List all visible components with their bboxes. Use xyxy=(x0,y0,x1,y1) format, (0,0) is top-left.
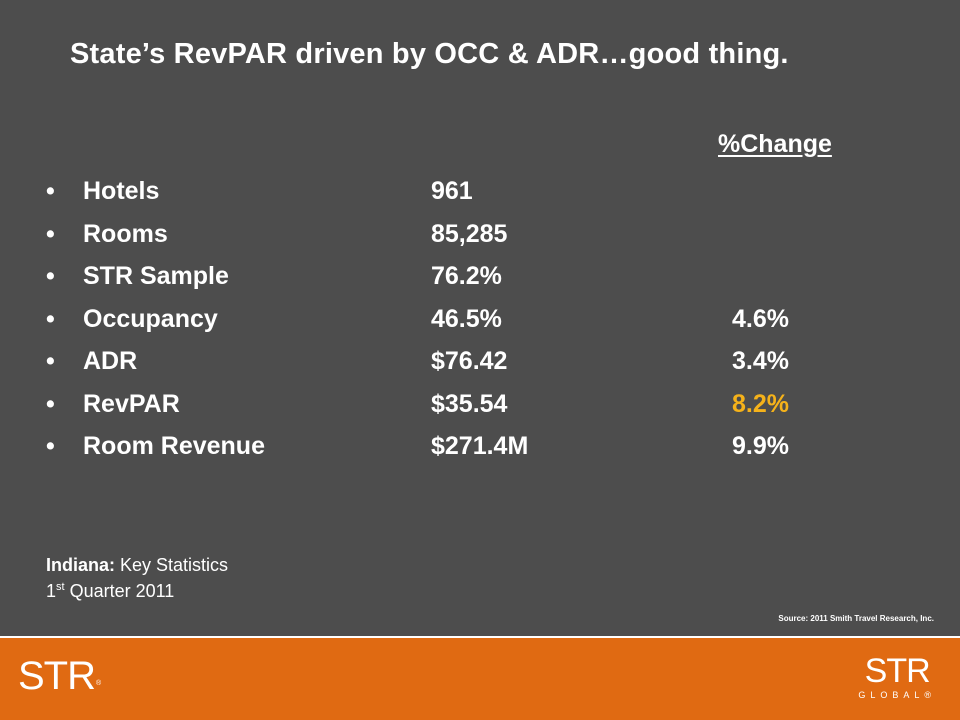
stat-row-str-sample: • STR Sample 76.2% xyxy=(46,255,906,298)
stat-value: $76.42 xyxy=(431,347,508,375)
stat-value: $271.4M xyxy=(431,432,529,460)
stat-row-room-revenue: • Room Revenue $271.4M 9.9% xyxy=(46,425,906,468)
caption-line-2: 1st Quarter 2011 xyxy=(46,578,228,604)
stat-value: 961 xyxy=(431,177,473,205)
caption-quarter-suffix: st xyxy=(56,581,65,593)
bullet: • xyxy=(46,347,55,375)
stat-change-highlighted: 8.2% xyxy=(732,389,789,418)
registered-mark: ® xyxy=(96,680,101,687)
str-global-logo-word: GLOBAL xyxy=(858,690,925,700)
stat-row-adr: • ADR $76.42 3.4% xyxy=(46,340,906,383)
stat-value: 46.5% xyxy=(431,304,502,333)
slide: State’s RevPAR driven by OCC & ADR…good … xyxy=(46,38,934,623)
stat-label: Rooms xyxy=(83,219,168,248)
bullet: • xyxy=(46,177,55,205)
bullet: • xyxy=(46,432,55,460)
footer-divider xyxy=(0,636,960,638)
str-global-logo-top: STR xyxy=(864,652,931,690)
stat-row-occupancy: • Occupancy 46.5% 4.6% xyxy=(46,298,906,341)
stat-value: 76.2% xyxy=(431,262,502,290)
stat-label: Occupancy xyxy=(83,304,218,333)
footer-bar: STR® STR GLOBAL® xyxy=(0,638,960,720)
stat-change: 3.4% xyxy=(732,347,789,375)
stat-label: Hotels xyxy=(83,177,160,205)
stat-row-rooms: • Rooms 85,285 xyxy=(46,213,906,256)
stat-change: 4.6% xyxy=(732,304,789,333)
stat-label: STR Sample xyxy=(83,262,229,290)
stat-row-hotels: • Hotels 961 xyxy=(46,170,906,213)
caption-quarter-rest: Quarter 2011 xyxy=(64,581,175,601)
caption: Indiana: Key Statistics 1st Quarter 2011 xyxy=(46,552,228,604)
stats-list: • Hotels 961 • Rooms 85,285 • STR Sample… xyxy=(46,170,906,468)
stat-change: 9.9% xyxy=(732,432,789,460)
stat-value: $35.54 xyxy=(431,389,508,418)
str-global-logo-bottom: GLOBAL® xyxy=(858,690,936,700)
stat-value: 85,285 xyxy=(431,219,508,248)
slide-title: State’s RevPAR driven by OCC & ADR…good … xyxy=(70,38,789,70)
source-note: Source: 2011 Smith Travel Research, Inc. xyxy=(778,614,934,623)
caption-subtitle: Key Statistics xyxy=(115,555,229,575)
stat-label: Room Revenue xyxy=(83,432,265,460)
bullet: • xyxy=(46,389,55,418)
registered-mark: ® xyxy=(924,690,936,700)
bullet: • xyxy=(46,262,55,290)
bullet: • xyxy=(46,304,55,333)
str-logo: STR® xyxy=(18,654,101,699)
bullet: • xyxy=(46,219,55,248)
stat-row-revpar: • RevPAR $35.54 8.2% xyxy=(46,383,906,426)
stat-label: ADR xyxy=(83,347,138,375)
str-global-logo: STR GLOBAL® xyxy=(858,654,936,700)
change-column-header: %Change xyxy=(718,130,832,158)
caption-state: Indiana: xyxy=(46,555,116,575)
caption-quarter-num: 1 xyxy=(46,581,57,601)
str-logo-text: STR xyxy=(18,654,96,698)
caption-line-1: Indiana: Key Statistics xyxy=(46,552,228,578)
stat-label: RevPAR xyxy=(83,389,180,418)
